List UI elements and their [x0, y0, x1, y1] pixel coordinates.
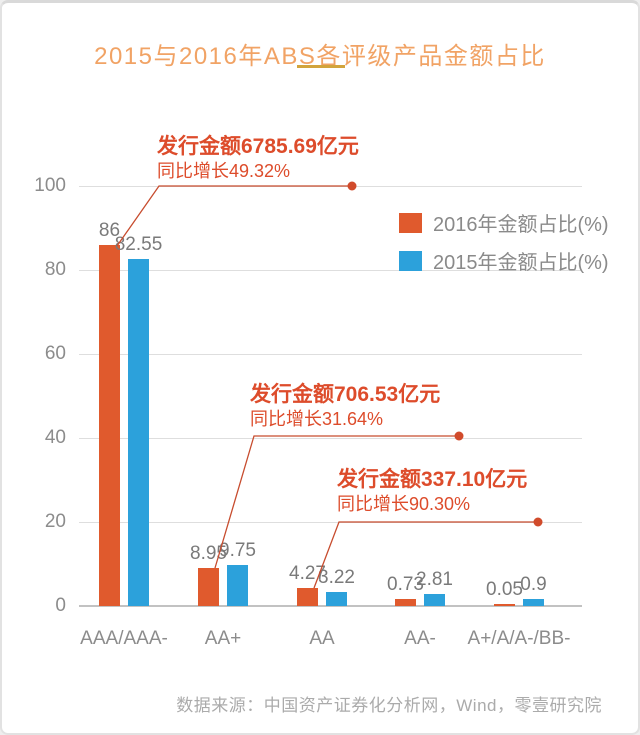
y-tick-label-60: 60 — [44, 343, 66, 364]
annotation-2-growth: 同比增长31.64% — [250, 409, 384, 429]
y-tick-label-40: 40 — [44, 427, 66, 448]
y-tick-label-80: 80 — [44, 259, 66, 280]
bar-2016-A+/A/A-/BB- — [494, 603, 515, 606]
y-tick-label-20: 20 — [44, 511, 66, 532]
value-label-2015-AAA/AAA-: 82.55 — [114, 234, 163, 256]
category-label-AAA/AAA-: AAA/AAA- — [80, 628, 168, 649]
gridline-y-20 — [79, 522, 582, 523]
annotation-3: 发行金额337.10亿元 同比增长90.30% — [337, 467, 527, 516]
title-underline — [297, 65, 345, 68]
annotation-3-amount: 发行金额337.10亿元 — [337, 468, 528, 491]
data-source-note: 数据来源：中国资产证券化分析网，Wind，零壹研究院 — [176, 696, 602, 715]
annotation-1-growth: 同比增长49.32% — [157, 161, 291, 181]
value-label-2016-AAA/AAA-: 86 — [98, 219, 121, 241]
category-label-A+/A/A-/BB-: A+/A/A-/BB- — [467, 628, 571, 649]
bar-2015-AA — [326, 592, 347, 606]
gridline-y-40 — [79, 438, 582, 439]
y-tick-label-0: 0 — [55, 595, 66, 616]
gridline-y-80 — [79, 270, 582, 271]
value-label-2015-AA: 3.22 — [318, 567, 355, 589]
annotation-2-amount: 发行金额706.53亿元 — [250, 383, 441, 406]
legend-item-2015: 2015年金额占比(%) — [399, 246, 609, 275]
leader-dot-2 — [454, 431, 464, 441]
annotation-3-growth: 同比增长90.30% — [337, 494, 471, 514]
bar-2016-AA — [297, 588, 318, 606]
bar-2015-AA- — [424, 594, 445, 606]
annotation-1: 发行金额6785.69亿元 同比增长49.32% — [157, 134, 359, 183]
annotation-1-amount: 发行金额6785.69亿元 — [157, 135, 359, 158]
bar-chart: 0 20 40 60 80 100 86 8.95 4.27 0.73 0.05 82.55 9.75 3… — [2, 3, 638, 733]
bar-2016-AAA/AAA- — [99, 244, 120, 606]
annotation-leader-lines — [116, 181, 543, 589]
category-label-AA: AA — [309, 628, 335, 649]
bar-2015-AAA/AAA- — [128, 259, 149, 606]
gridline-y-60 — [79, 354, 582, 355]
category-label-AA+: AA+ — [204, 628, 242, 649]
bar-2015-AA+ — [227, 565, 248, 606]
bar-2016-AA+ — [198, 568, 219, 606]
legend: 2016年金额占比(%) 2015年金额占比(%) — [399, 208, 609, 284]
gridline-y-0 — [79, 605, 582, 607]
legend-swatch-2015 — [399, 250, 422, 271]
value-label-2015-A+/A/A-/BB-: 0.9 — [520, 574, 547, 595]
legend-item-2016: 2016年金额占比(%) — [399, 208, 609, 237]
legend-swatch-2016 — [399, 212, 422, 233]
value-label-2015-AA+: 9.75 — [219, 540, 256, 562]
legend-label-2015: 2015年金额占比(%) — [433, 252, 609, 274]
bar-2015-A+/A/A-/BB- — [523, 599, 544, 606]
y-tick-label-100: 100 — [34, 175, 66, 196]
value-label-2015-AA-: 2.81 — [416, 569, 453, 591]
annotation-2: 发行金额706.53亿元 同比增长31.64% — [250, 382, 440, 431]
bar-2016-AA- — [395, 599, 416, 606]
legend-label-2016: 2016年金额占比(%) — [433, 214, 609, 236]
category-label-AA-: AA- — [404, 628, 436, 649]
gridline-y-100 — [79, 186, 582, 187]
